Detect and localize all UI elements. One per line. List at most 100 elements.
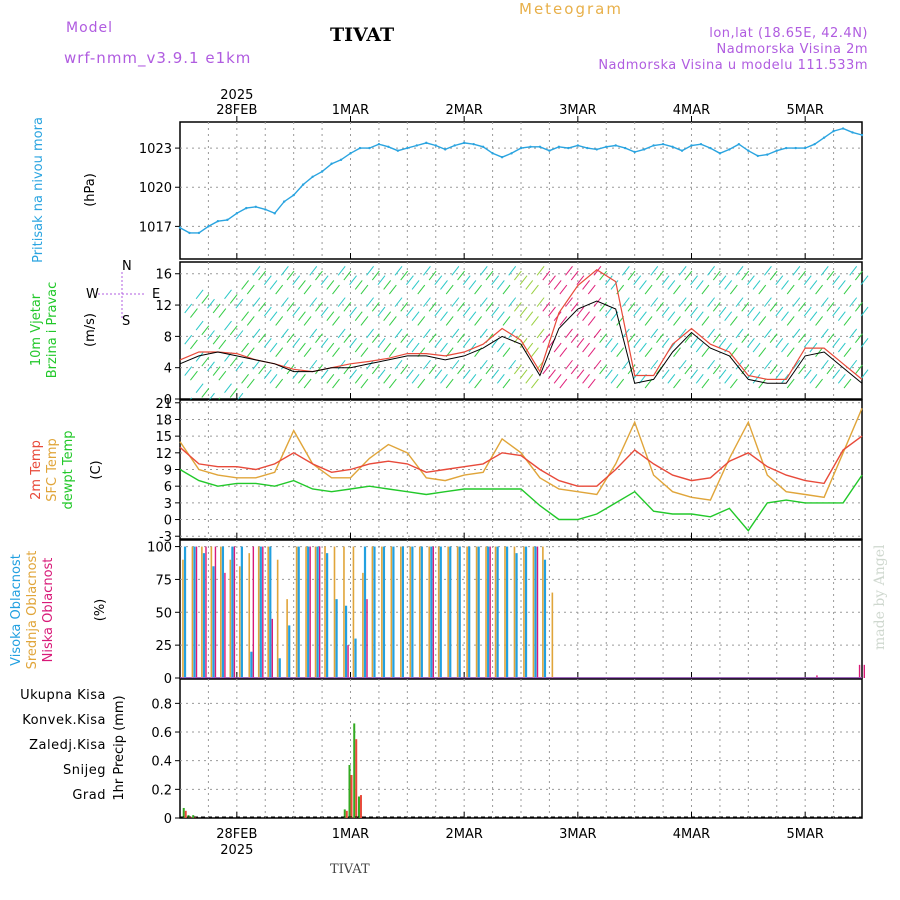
pressure-point xyxy=(178,226,182,229)
wind-barb xyxy=(792,328,801,339)
wind-barb xyxy=(644,284,653,295)
wind-barb xyxy=(718,275,727,286)
pressure-point xyxy=(519,146,523,150)
wind-barb xyxy=(212,366,221,376)
wind-barb xyxy=(394,328,403,339)
wind-barb xyxy=(610,280,619,290)
wind-barb xyxy=(428,333,437,343)
wind-barb xyxy=(337,328,346,339)
wind-barb xyxy=(332,284,340,295)
high-cloud-bar xyxy=(439,546,442,678)
pressure-point xyxy=(576,144,580,147)
high-cloud-bar xyxy=(505,546,509,678)
pressure-point xyxy=(813,142,816,146)
pressure-frame xyxy=(179,121,863,260)
wind-barb xyxy=(303,347,312,358)
precip-legend-item: Ukupna Kisa xyxy=(20,688,106,703)
wind-barb xyxy=(280,266,289,276)
pressure-ylabel: Pritisak na nivou mora xyxy=(31,117,46,263)
high-cloud-bar xyxy=(411,546,414,678)
wind-barb xyxy=(769,364,778,375)
y-tick-label: 1017 xyxy=(139,220,172,235)
wind-barb xyxy=(235,298,244,309)
wind-barb xyxy=(428,364,437,375)
wind-barb xyxy=(405,275,414,286)
y-tick-label: 15 xyxy=(155,430,172,445)
wind-barb xyxy=(457,364,465,375)
wind-ylabel: 10m Vjetar xyxy=(29,293,44,366)
high-cloud-bar xyxy=(250,651,253,678)
wind-barb xyxy=(326,374,335,384)
temp-ylabel: 2m Temp xyxy=(29,440,44,500)
wind-barb xyxy=(542,270,551,281)
wind-barb xyxy=(809,280,818,290)
wind-barb xyxy=(468,311,477,322)
high-cloud-bar xyxy=(297,546,300,678)
wind-barb xyxy=(565,359,573,370)
wind-barb xyxy=(809,311,818,322)
mid-cloud-bar xyxy=(248,553,251,678)
wind-barb xyxy=(298,342,306,353)
high-cloud-bar xyxy=(534,546,537,678)
high-cloud-bar xyxy=(278,658,281,678)
wind-barb xyxy=(815,316,823,326)
wind-barb xyxy=(843,316,852,326)
pressure-point xyxy=(292,193,295,197)
high-cloud-bar xyxy=(183,546,187,678)
pressure-point xyxy=(718,152,722,155)
wind-barb xyxy=(650,266,659,276)
low-cloud-bar xyxy=(347,645,349,678)
wind-barb xyxy=(553,342,562,353)
pressure-point xyxy=(775,149,778,152)
wind-barb xyxy=(280,297,289,307)
y-tick-label: 18 xyxy=(155,413,172,428)
wind-barb xyxy=(678,297,687,307)
wind-barb xyxy=(383,374,392,384)
mid-cloud-bar xyxy=(276,559,279,678)
wind-barb xyxy=(354,374,363,384)
pressure-point xyxy=(245,206,248,210)
wind-barb xyxy=(639,311,647,322)
mid-cloud-bar xyxy=(201,546,203,678)
wind-barb xyxy=(837,342,846,353)
wind-barb xyxy=(826,302,835,312)
wind-barb xyxy=(508,266,517,276)
y-tick-label: 12 xyxy=(155,447,172,462)
wind-barb xyxy=(252,328,261,339)
wind-barb xyxy=(604,338,613,348)
wind-barb xyxy=(548,306,556,317)
wind-barb xyxy=(724,374,733,384)
wind-barb xyxy=(798,333,806,343)
mid-cloud-bar xyxy=(381,546,383,678)
wind-barb xyxy=(661,275,670,286)
wind-barb xyxy=(479,266,488,276)
wind-barb xyxy=(417,347,426,358)
wind-barb xyxy=(508,297,517,307)
wind-barb xyxy=(570,364,579,375)
wind-barb xyxy=(445,316,454,326)
wind-barb xyxy=(383,342,392,353)
high-cloud-bar xyxy=(401,546,404,678)
wind-barb xyxy=(707,359,715,370)
wind-barb xyxy=(235,330,244,340)
wind-barb xyxy=(775,369,784,379)
low-cloud-bar xyxy=(262,546,264,678)
low-cloud-bar xyxy=(536,546,539,678)
high-cloud-bar xyxy=(524,546,528,678)
wind-barb xyxy=(667,280,676,290)
high-cloud-bar xyxy=(468,546,471,678)
wind-barb xyxy=(241,280,249,290)
wind-barb xyxy=(218,370,227,381)
wind-barb xyxy=(860,275,869,286)
wind-barb xyxy=(604,369,613,379)
mid-cloud-bar xyxy=(475,546,478,678)
mid-cloud-bar xyxy=(295,546,298,678)
wind-barb xyxy=(388,284,397,295)
pressure-point xyxy=(377,142,381,146)
wind-barb xyxy=(735,266,744,276)
pressure-point xyxy=(235,212,239,215)
mid-cloud-bar xyxy=(343,546,345,678)
wind-barb xyxy=(843,284,852,295)
wind-speed-line xyxy=(179,300,863,384)
wind-barb xyxy=(337,297,346,307)
